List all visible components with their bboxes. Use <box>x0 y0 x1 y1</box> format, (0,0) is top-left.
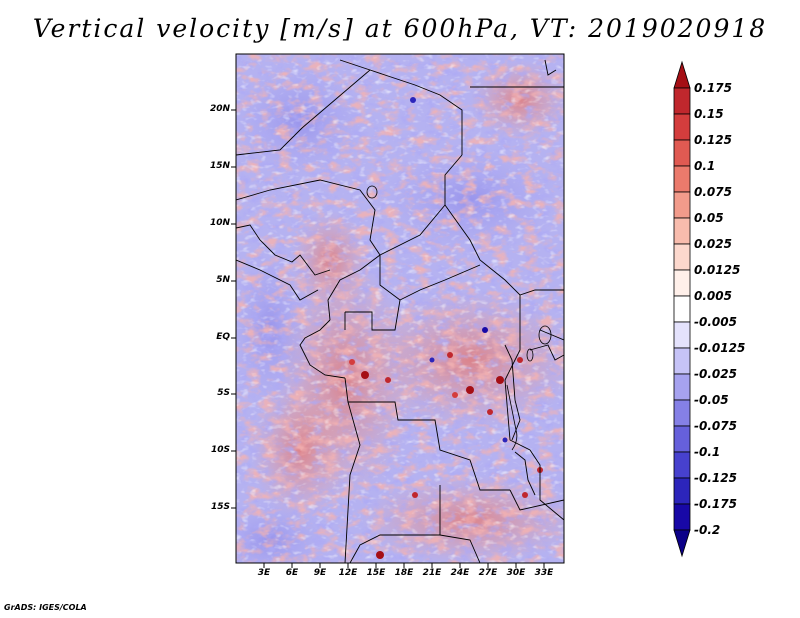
colorbar-swatch <box>673 477 691 505</box>
lon-label-24e: 24E <box>450 568 470 578</box>
colorbar-swatch <box>673 113 691 141</box>
lat-label-eq: EQ <box>216 332 230 342</box>
lon-label-6e: 6E <box>285 568 299 578</box>
colorbar-label: 0.175 <box>694 81 732 95</box>
colorbar-label: -0.005 <box>694 315 737 329</box>
colorbar-swatch <box>673 139 691 167</box>
colorbar-label: -0.025 <box>694 367 737 381</box>
colorbar-label: 0.15 <box>694 107 724 121</box>
grads-credit: GrADS: IGES/COLA <box>4 603 87 612</box>
lon-label-18e: 18E <box>394 568 414 578</box>
colorbar-label: 0.05 <box>694 211 724 225</box>
colorbar-label: 0.005 <box>694 289 732 303</box>
lat-ticks <box>231 109 236 509</box>
colorbar-arrow-bottom <box>673 529 691 558</box>
colorbar-label: -0.175 <box>694 497 737 511</box>
lon-label-15e: 15E <box>366 568 386 578</box>
colorbar-swatch <box>673 295 691 323</box>
lon-label-21e: 21E <box>422 568 442 578</box>
colorbar-label: 0.1 <box>694 159 716 173</box>
colorbar-swatch <box>673 399 691 427</box>
country-borders <box>236 59 564 563</box>
colorbar-label: -0.0125 <box>694 341 746 355</box>
colorbar-label: -0.1 <box>694 445 721 459</box>
colorbar-swatch <box>673 425 691 453</box>
colorbar-swatch <box>673 503 691 531</box>
colorbar-swatch <box>673 165 691 193</box>
strong-updraft-cells <box>349 352 543 559</box>
colorbar-swatch <box>673 373 691 401</box>
lat-label-5s: 5S <box>217 388 230 398</box>
map-title: Vertical velocity [m/s] at 600hPa, VT: 2… <box>32 14 768 43</box>
colorbar-label: -0.2 <box>694 523 721 537</box>
colorbar-swatch <box>673 269 691 297</box>
strong-downdraft-cells <box>410 97 508 443</box>
lat-label-5n: 5N <box>216 275 230 285</box>
colorbar-label: -0.125 <box>694 471 737 485</box>
lon-label-9e: 9E <box>313 568 327 578</box>
colorbar-swatch <box>673 87 691 115</box>
lat-label-15n: 15N <box>209 161 230 171</box>
colorbar-swatch <box>673 191 691 219</box>
lon-ticks <box>263 563 545 568</box>
lat-label-15s: 15S <box>210 502 230 512</box>
lon-label-12e: 12E <box>338 568 358 578</box>
colorbar-arrow-top <box>673 60 691 89</box>
map-frame <box>235 53 565 564</box>
colorbar-label: -0.075 <box>694 419 737 433</box>
lat-label-20n: 20N <box>209 104 230 114</box>
colorbar-label: 0.025 <box>694 237 732 251</box>
colorbar-swatch <box>673 321 691 349</box>
lat-label-10n: 10N <box>209 218 230 228</box>
colorbar-label: 0.0125 <box>694 263 741 277</box>
lon-label-3e: 3E <box>257 568 271 578</box>
colorbar-label: 0.075 <box>694 185 732 199</box>
lon-label-33e: 33E <box>534 568 554 578</box>
colorbar <box>673 60 691 558</box>
colorbar-swatch <box>673 217 691 245</box>
lon-label-27e: 27E <box>478 568 498 578</box>
lon-label-30e: 30E <box>506 568 526 578</box>
lat-label-10s: 10S <box>210 445 230 455</box>
velocity-field <box>236 54 564 563</box>
colorbar-swatch <box>673 243 691 271</box>
colorbar-swatch <box>673 451 691 479</box>
colorbar-label: -0.05 <box>694 393 729 407</box>
lakes <box>366 185 552 451</box>
colorbar-label: 0.125 <box>694 133 732 147</box>
colorbar-swatch <box>673 347 691 375</box>
